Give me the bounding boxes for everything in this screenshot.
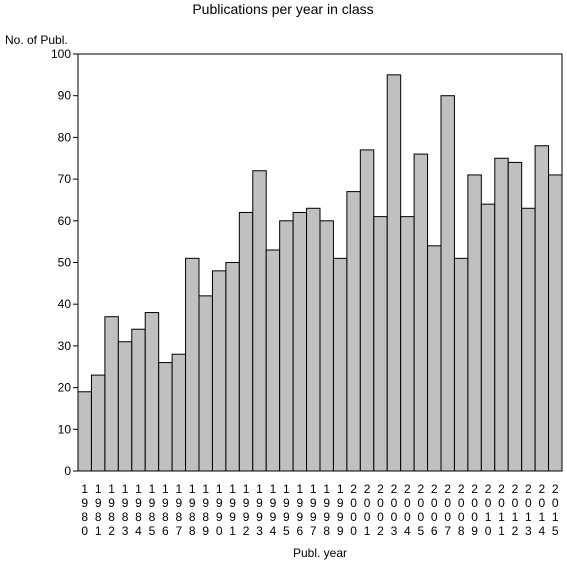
y-tick-label: 0 <box>64 464 71 478</box>
bar-1984 <box>131 328 146 472</box>
y-tick-label: 10 <box>58 422 72 436</box>
y-axis: 0 10 20 30 40 50 60 70 80 90 100 <box>51 47 78 478</box>
y-tick-label: 50 <box>58 256 72 270</box>
bar-1987 <box>171 353 187 472</box>
y-axis-label: No. of Publ. <box>5 33 68 47</box>
x-axis-label: Publ. year <box>293 546 347 560</box>
bar-1981 <box>90 374 106 472</box>
bar-1988 <box>185 257 200 472</box>
chart-title: Publications per year in class <box>192 1 373 17</box>
x-axis: 1 9 8 0 1 9 8 1 1 9 8 2 1 9 8 3 1 9 8 4 1 9 8 5 1 9 8 6 1 9 8 7 1 9 8 8 1 9 8 9… <box>81 482 559 538</box>
bar-2015 <box>548 174 563 472</box>
y-tick-label: 70 <box>58 172 72 186</box>
bar-1983 <box>117 341 133 472</box>
bar-1994 <box>265 249 281 472</box>
y-tick-label: 100 <box>51 47 71 61</box>
bar-1989 <box>198 295 213 472</box>
bar-1986 <box>158 362 173 472</box>
bar-1992 <box>238 211 254 472</box>
bar-1995 <box>279 220 294 472</box>
bar-1996 <box>292 211 308 472</box>
bar-1999 <box>332 257 348 472</box>
bar-1985 <box>144 312 160 472</box>
y-tick-label: 40 <box>58 297 72 311</box>
y-tick-label: 30 <box>58 339 72 353</box>
plot-frame <box>77 53 563 472</box>
bar-2006 <box>427 245 442 472</box>
bar-1998 <box>319 220 334 472</box>
bar-2007 <box>440 95 455 472</box>
bar-1997 <box>306 207 321 472</box>
bar-2012 <box>507 161 523 472</box>
bar-1990 <box>211 270 227 472</box>
bar-2003 <box>386 74 402 472</box>
y-tick-label: 90 <box>58 89 72 103</box>
bar-2009 <box>467 174 482 472</box>
bar-2005 <box>413 153 429 472</box>
bar-2001 <box>359 149 375 472</box>
bar-2014 <box>534 145 550 472</box>
y-tick-label: 20 <box>58 381 72 395</box>
bar-2002 <box>373 216 388 472</box>
y-tick-label: 60 <box>58 214 72 228</box>
bar-2004 <box>400 216 415 472</box>
bar-1991 <box>225 262 240 472</box>
bar-2008 <box>453 257 469 472</box>
bar-2000 <box>346 191 361 472</box>
bar-1993 <box>252 170 267 472</box>
bar-2010 <box>480 203 496 472</box>
bars <box>77 74 563 472</box>
bar-1982 <box>104 316 119 472</box>
y-tick-label: 80 <box>58 130 72 144</box>
bar-2013 <box>521 207 536 472</box>
bar-2011 <box>494 157 509 472</box>
bar-1980 <box>77 391 92 472</box>
